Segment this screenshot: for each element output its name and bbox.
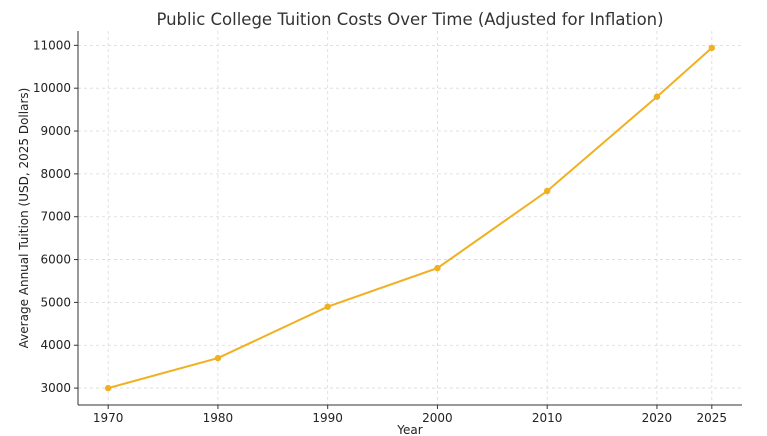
series-line	[107, 47, 713, 390]
x-tick-label: 1990	[312, 411, 343, 425]
y-tick-label: 10000	[33, 81, 71, 95]
y-tick-label: 5000	[40, 295, 71, 309]
data-point	[214, 354, 222, 362]
y-tick-label: 8000	[40, 167, 71, 181]
data-point	[543, 187, 551, 195]
x-tick-label: 2010	[532, 411, 563, 425]
y-tick-label: 4000	[40, 338, 71, 352]
tick-labels: 1970 1980 1990 2000 2010 2020 2025 3000 4000 5000…	[33, 38, 727, 425]
y-tick-label: 11000	[33, 38, 71, 52]
axes	[74, 31, 742, 409]
y-tick-label: 9000	[40, 124, 71, 138]
data-point	[324, 303, 331, 310]
y-tick-label: 7000	[40, 210, 71, 224]
series	[104, 44, 716, 392]
x-tick-label: 2025	[697, 411, 728, 425]
y-tick-label: 3000	[40, 381, 71, 395]
x-tick-label: 1970	[93, 411, 124, 425]
data-point	[434, 264, 441, 272]
grid	[78, 31, 742, 405]
y-axis-label: Average Annual Tuition (USD, 2025 Dollar…	[17, 88, 31, 349]
x-tick-label: 1980	[203, 411, 234, 425]
x-axis-label: Year	[396, 423, 422, 436]
chart-title: Public College Tuition Costs Over Time (…	[156, 10, 663, 29]
data-point	[708, 44, 716, 52]
data-point	[104, 384, 112, 392]
data-point	[653, 93, 661, 100]
x-tick-label: 2000	[422, 411, 453, 425]
x-tick-label: 2020	[642, 411, 673, 425]
y-tick-label: 6000	[40, 253, 71, 267]
